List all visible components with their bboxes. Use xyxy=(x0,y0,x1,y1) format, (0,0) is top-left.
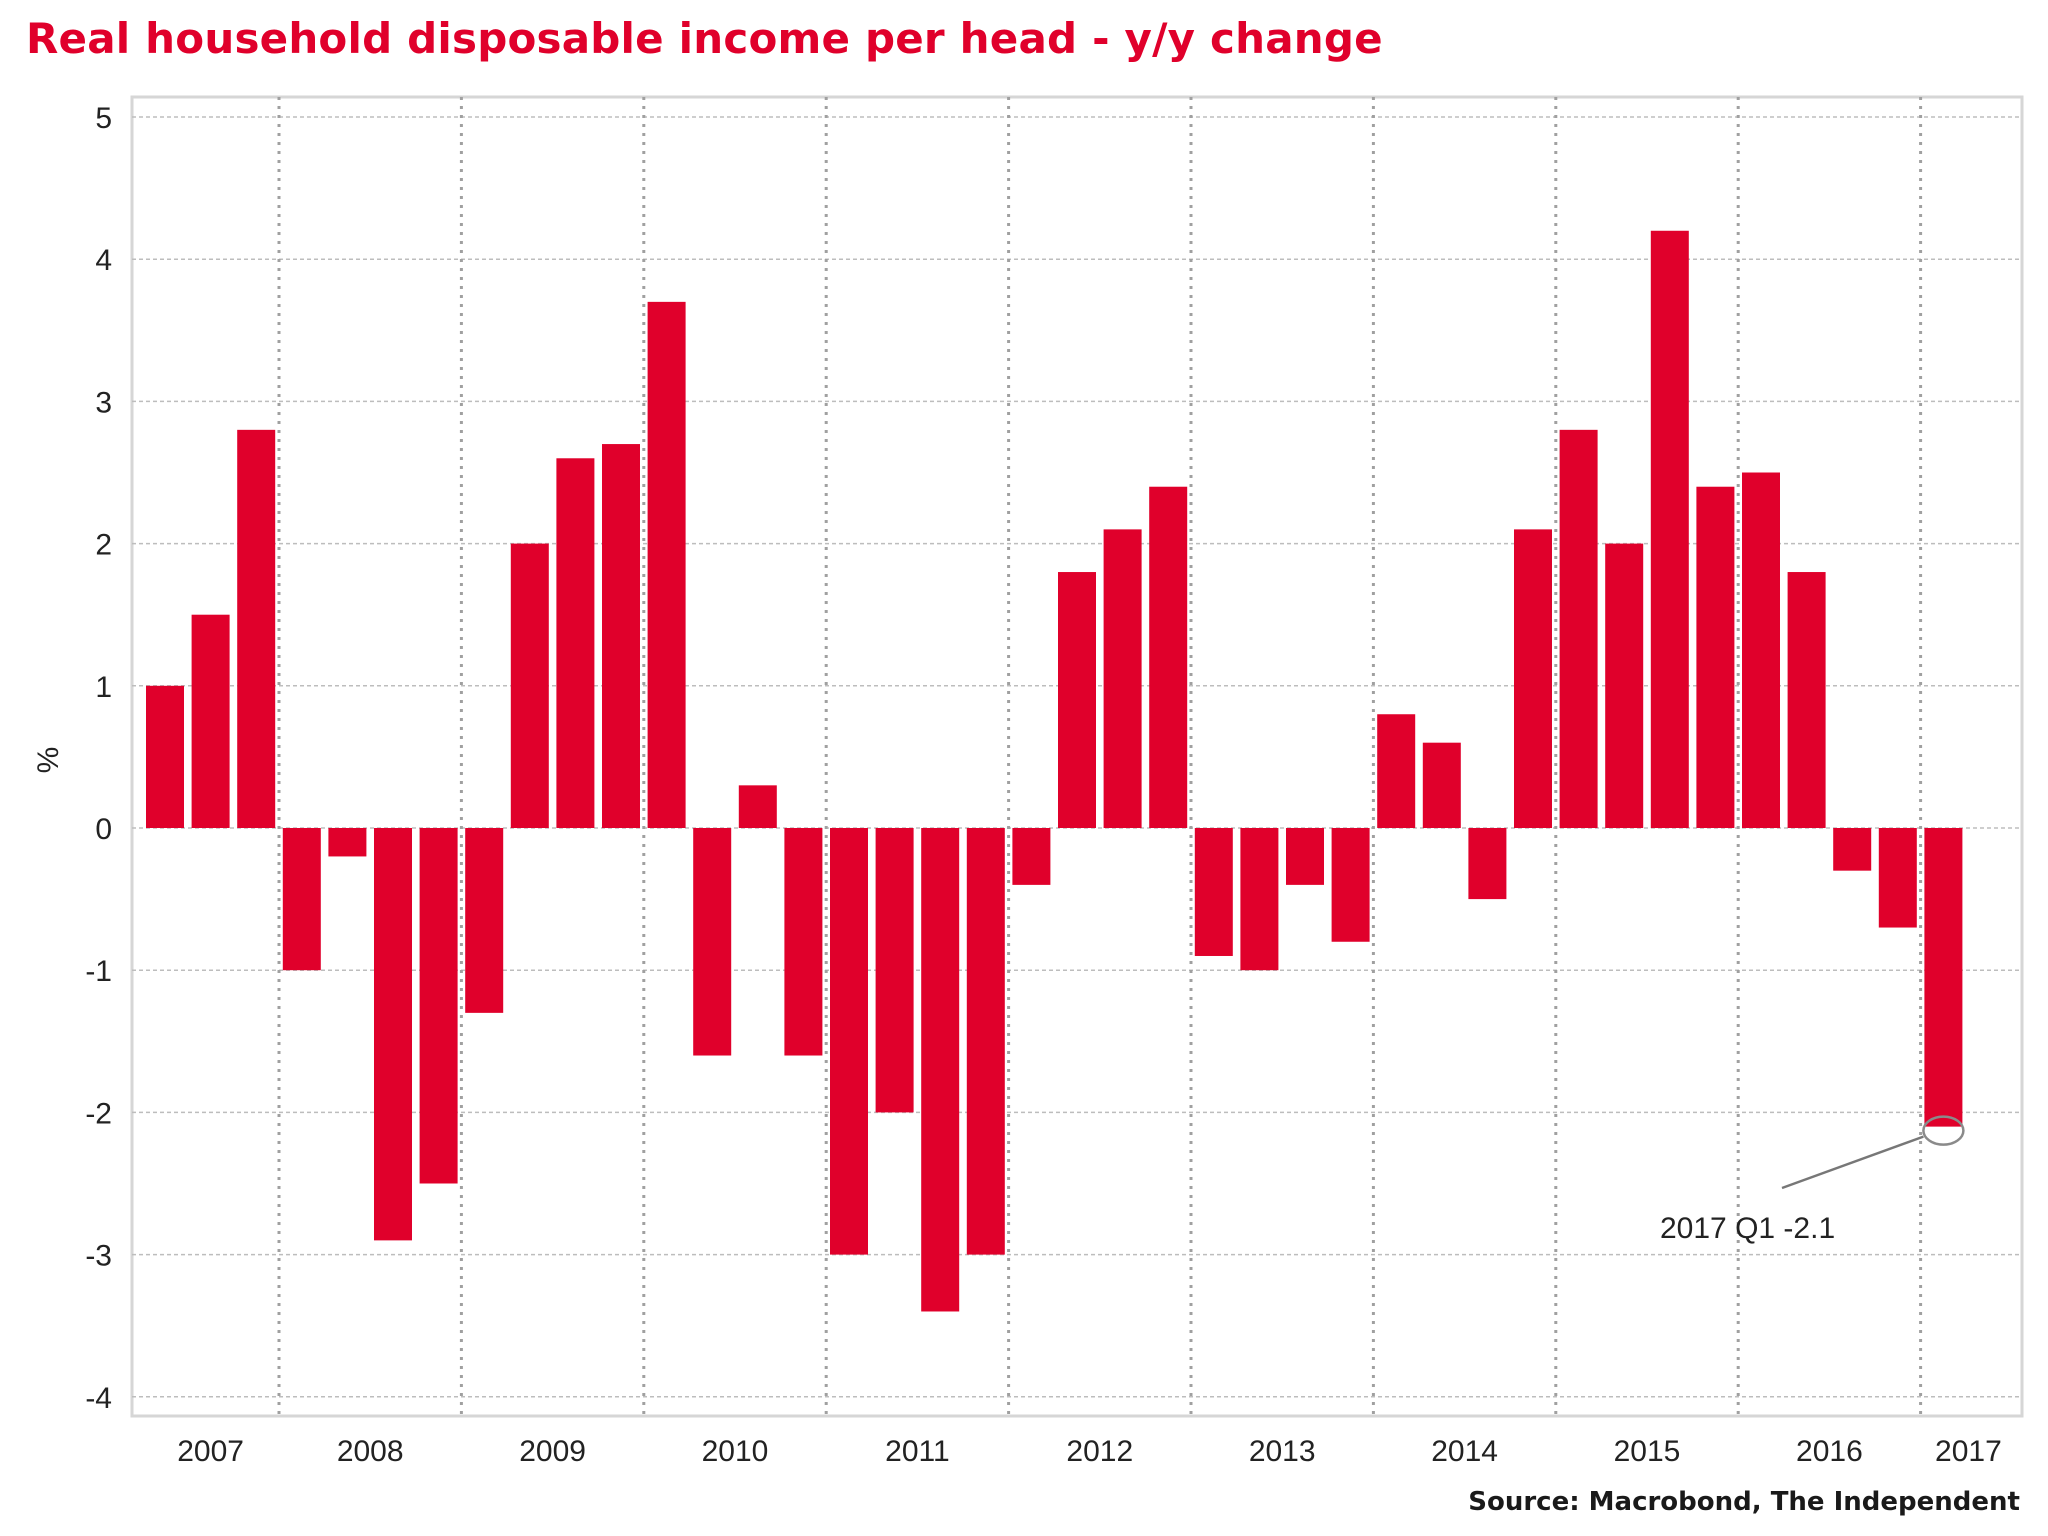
bar xyxy=(738,785,777,828)
x-tick-label: 2010 xyxy=(702,1435,769,1468)
bar xyxy=(1878,828,1917,928)
bar xyxy=(1559,429,1598,828)
bar xyxy=(556,458,595,828)
year-dividers xyxy=(277,97,1923,1416)
bar xyxy=(146,685,184,828)
chart-title: Real household disposable income per hea… xyxy=(26,14,1383,63)
bar xyxy=(1650,230,1689,828)
x-tick-label: 2016 xyxy=(1796,1435,1863,1468)
y-tick-label: 4 xyxy=(95,244,112,277)
bar xyxy=(374,828,412,1241)
bar xyxy=(1742,472,1780,828)
y-tick-label: -3 xyxy=(85,1240,112,1273)
x-tick-label: 2012 xyxy=(1066,1435,1133,1468)
bar xyxy=(1058,572,1096,828)
bar xyxy=(237,429,276,828)
bar xyxy=(1194,828,1233,956)
bar xyxy=(1514,529,1552,828)
bar xyxy=(830,828,868,1255)
bar xyxy=(1286,828,1324,885)
annotation-marker xyxy=(1922,1115,1965,1146)
y-tick-label: 5 xyxy=(95,102,112,135)
bar xyxy=(510,543,549,828)
y-tick-label: 2 xyxy=(95,529,112,562)
annotation-label: 2017 Q1 -2.1 xyxy=(1660,1212,1835,1245)
x-axis-ticks: 2007 2008 2009 2010 2011 2012 2013 2014 2015 2016… xyxy=(177,1435,2002,1468)
bar xyxy=(328,828,367,857)
bar xyxy=(602,444,640,828)
bar xyxy=(1103,529,1142,828)
bar xyxy=(1012,828,1051,885)
source-note: Source: Macrobond, The Independent xyxy=(1468,1487,2020,1517)
x-tick-label: 2009 xyxy=(519,1435,586,1468)
bar xyxy=(282,828,321,971)
bar xyxy=(1468,828,1507,900)
bar xyxy=(1833,828,1872,871)
y-tick-label: 0 xyxy=(95,813,112,846)
bar xyxy=(966,828,1005,1255)
bar xyxy=(647,301,686,828)
annotation: 2017 Q1 -2.1 xyxy=(1660,1115,1965,1245)
annotation-leader-line xyxy=(1781,1135,1924,1190)
x-tick-label: 2011 xyxy=(885,1435,950,1468)
bar xyxy=(191,614,230,828)
y-tick-label: -4 xyxy=(85,1382,112,1415)
bar xyxy=(1240,828,1279,971)
bar xyxy=(1696,486,1735,828)
bars xyxy=(146,230,1963,1312)
x-tick-label: 2007 xyxy=(177,1435,244,1468)
bar xyxy=(1605,543,1644,828)
x-tick-label: 2017 xyxy=(1935,1435,2002,1468)
bar xyxy=(921,828,960,1312)
bar xyxy=(1377,714,1416,828)
y-tick-label: 3 xyxy=(95,386,112,419)
bar xyxy=(1149,486,1188,828)
bar xyxy=(1422,742,1461,828)
bar xyxy=(419,828,458,1184)
y-tick-label: 1 xyxy=(95,671,112,704)
x-tick-label: 2014 xyxy=(1431,1435,1498,1468)
y-axis-label: % xyxy=(32,747,65,774)
bar xyxy=(465,828,504,1013)
x-tick-label: 2008 xyxy=(337,1435,404,1468)
bar xyxy=(693,828,732,1056)
y-axis-ticks: 5 4 3 2 1 0 -1 -2 -3 -4 xyxy=(85,102,112,1415)
bar xyxy=(875,828,914,1113)
x-tick-label: 2015 xyxy=(1614,1435,1681,1468)
bar xyxy=(1924,828,1963,1127)
x-tick-label: 2013 xyxy=(1249,1435,1316,1468)
bar xyxy=(1331,828,1370,942)
bar xyxy=(784,828,823,1056)
y-tick-label: -2 xyxy=(85,1097,112,1130)
bar xyxy=(1787,572,1826,828)
y-tick-label: -1 xyxy=(85,955,112,988)
